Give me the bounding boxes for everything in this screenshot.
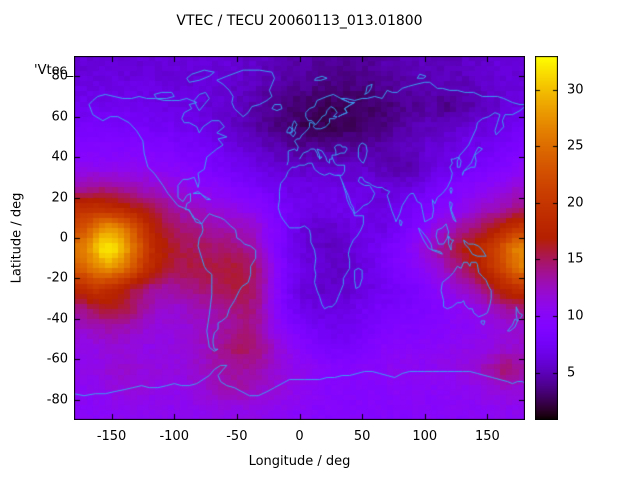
y-tick-label: -40 xyxy=(46,311,68,327)
chart-title: VTEC / TECU 20060113_013.01800 xyxy=(176,13,423,29)
colorbar-tick-label: 20 xyxy=(567,195,584,211)
y-tick-label: 40 xyxy=(51,149,68,165)
vtec-heatmap-canvas xyxy=(74,56,525,420)
y-tick-label: 80 xyxy=(51,68,68,84)
x-tick-label: -150 xyxy=(96,429,127,444)
y-tick-label: -80 xyxy=(46,392,68,408)
colorbar-tick-label: 5 xyxy=(567,365,576,381)
y-tick-label: 0 xyxy=(59,230,68,246)
x-tick-label: -50 xyxy=(226,429,248,444)
x-tick-label: 150 xyxy=(474,429,500,444)
colorbar-tick-label: 10 xyxy=(567,308,584,324)
y-tick-label: -60 xyxy=(46,351,68,367)
y-tick-label: 60 xyxy=(51,109,68,125)
stray-key-label: 'Vtec_ xyxy=(34,63,74,78)
colorbar-tick-label: 15 xyxy=(567,251,584,267)
y-axis-label: Latitude / deg xyxy=(9,192,25,284)
x-tick-label: 50 xyxy=(353,429,371,444)
x-tick-label: 100 xyxy=(412,429,438,444)
y-tick-label: 20 xyxy=(51,190,68,206)
colorbar-tick-label: 25 xyxy=(567,138,584,154)
x-tick-label: -100 xyxy=(159,429,189,444)
colorbar-canvas xyxy=(535,56,558,420)
y-tick-label: -20 xyxy=(46,270,68,286)
colorbar-tick-label: 30 xyxy=(567,82,584,98)
x-axis-label: Longitude / deg xyxy=(248,454,351,469)
x-tick-label: 0 xyxy=(295,429,304,444)
